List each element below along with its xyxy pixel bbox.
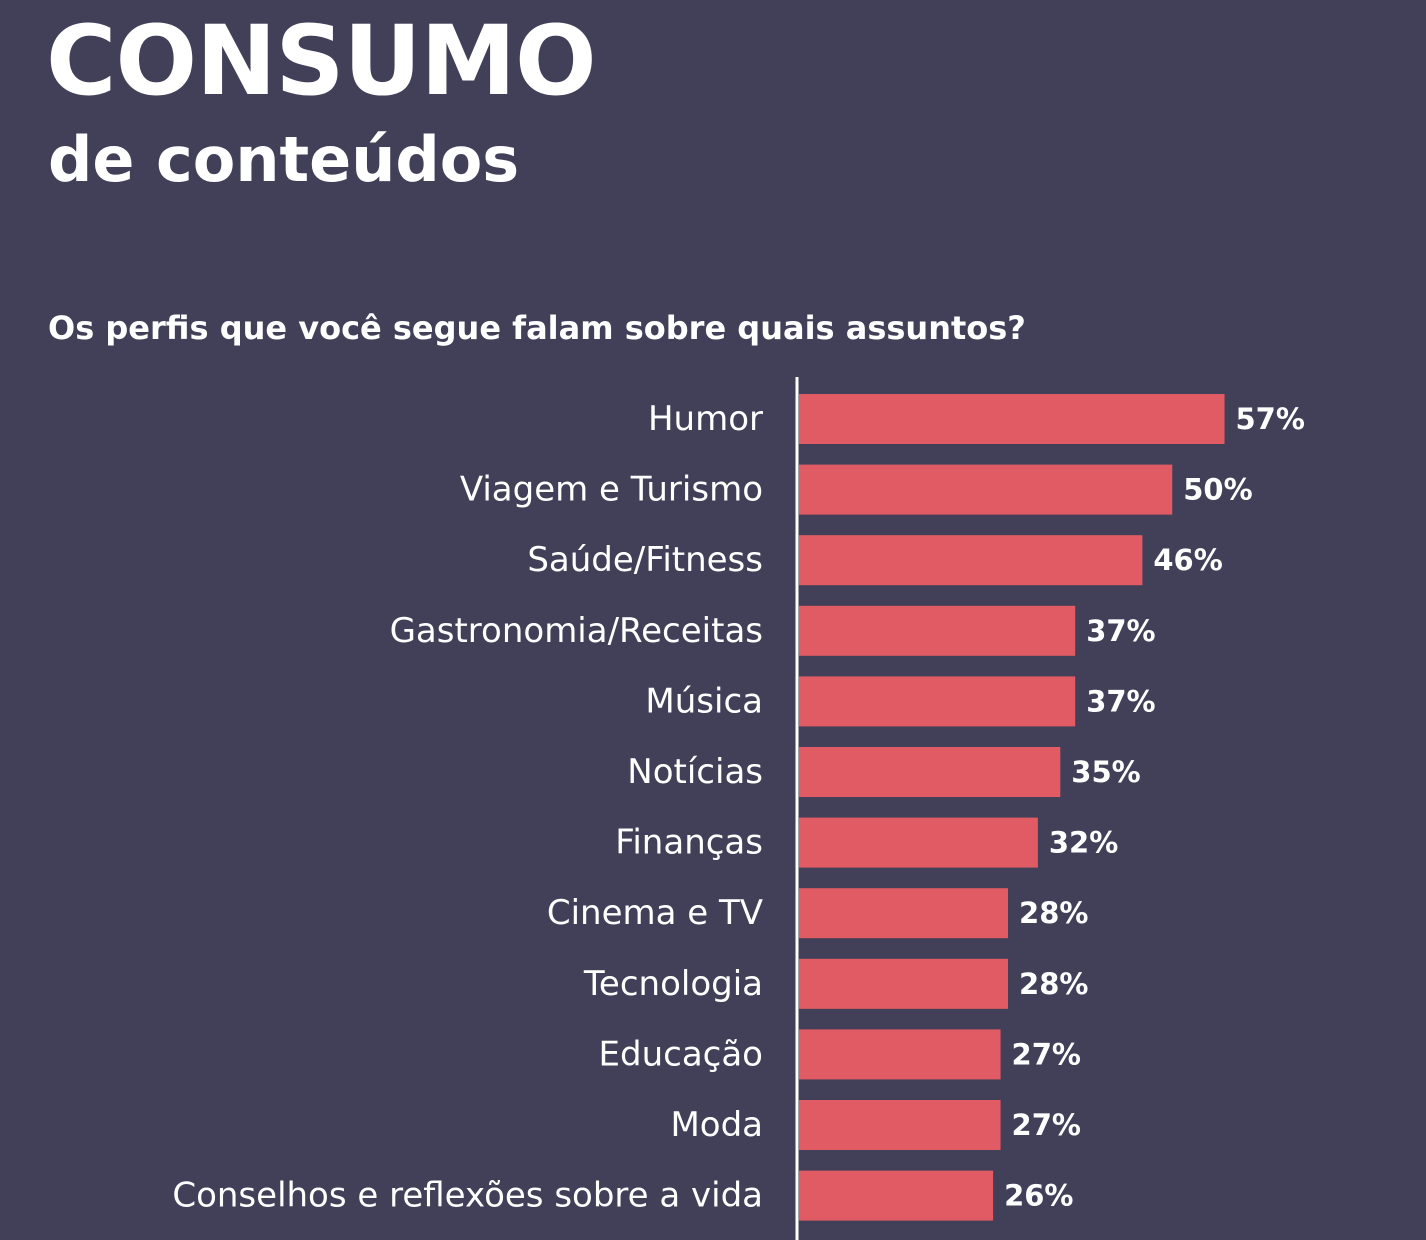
value-label: 28% (1019, 896, 1088, 930)
bar (799, 958, 1009, 1009)
value-label: 37% (1086, 684, 1155, 718)
category-label: Cinema e TV (547, 893, 763, 933)
category-label: Conselhos e reflexões sobre a vida (172, 1176, 763, 1216)
category-label: Humor (648, 399, 763, 439)
chart-title: Os perfis que você segue falam sobre qua… (48, 309, 1026, 347)
bar (799, 817, 1038, 868)
bar (799, 676, 1076, 727)
bars-layer: Humor 57% Viagem e Turismo 50% Saúde/Fitness… (172, 394, 1305, 1221)
category-label: Educação (599, 1034, 763, 1074)
bar (799, 888, 1009, 939)
value-label: 57% (1236, 402, 1305, 436)
value-label: 27% (1012, 1108, 1081, 1142)
value-label: 37% (1086, 614, 1155, 648)
category-label: Gastronomia/Receitas (390, 611, 763, 651)
bar (799, 464, 1173, 515)
category-label: Viagem e Turismo (460, 470, 763, 510)
value-label: 26% (1004, 1179, 1073, 1213)
bar (799, 1100, 1001, 1150)
category-label: Saúde/Fitness (527, 540, 763, 580)
bar (799, 747, 1061, 797)
category-label: Finanças (615, 823, 763, 863)
value-label: 27% (1012, 1037, 1081, 1071)
category-label: Moda (670, 1105, 763, 1145)
bar (799, 535, 1143, 586)
page-title: CONSUMO (46, 5, 597, 117)
bar (799, 394, 1225, 444)
value-label: 28% (1019, 967, 1088, 1001)
value-label: 35% (1071, 755, 1140, 789)
value-label: 46% (1153, 543, 1222, 577)
page-subtitle: de conteúdos (48, 123, 520, 196)
value-label: 32% (1049, 826, 1118, 860)
category-label: Notícias (627, 752, 763, 792)
bar (799, 605, 1076, 656)
category-label: Tecnologia (583, 964, 763, 1004)
value-label: 50% (1183, 473, 1252, 507)
category-label: Música (645, 681, 763, 721)
bar (799, 1170, 994, 1221)
bar (799, 1029, 1001, 1080)
